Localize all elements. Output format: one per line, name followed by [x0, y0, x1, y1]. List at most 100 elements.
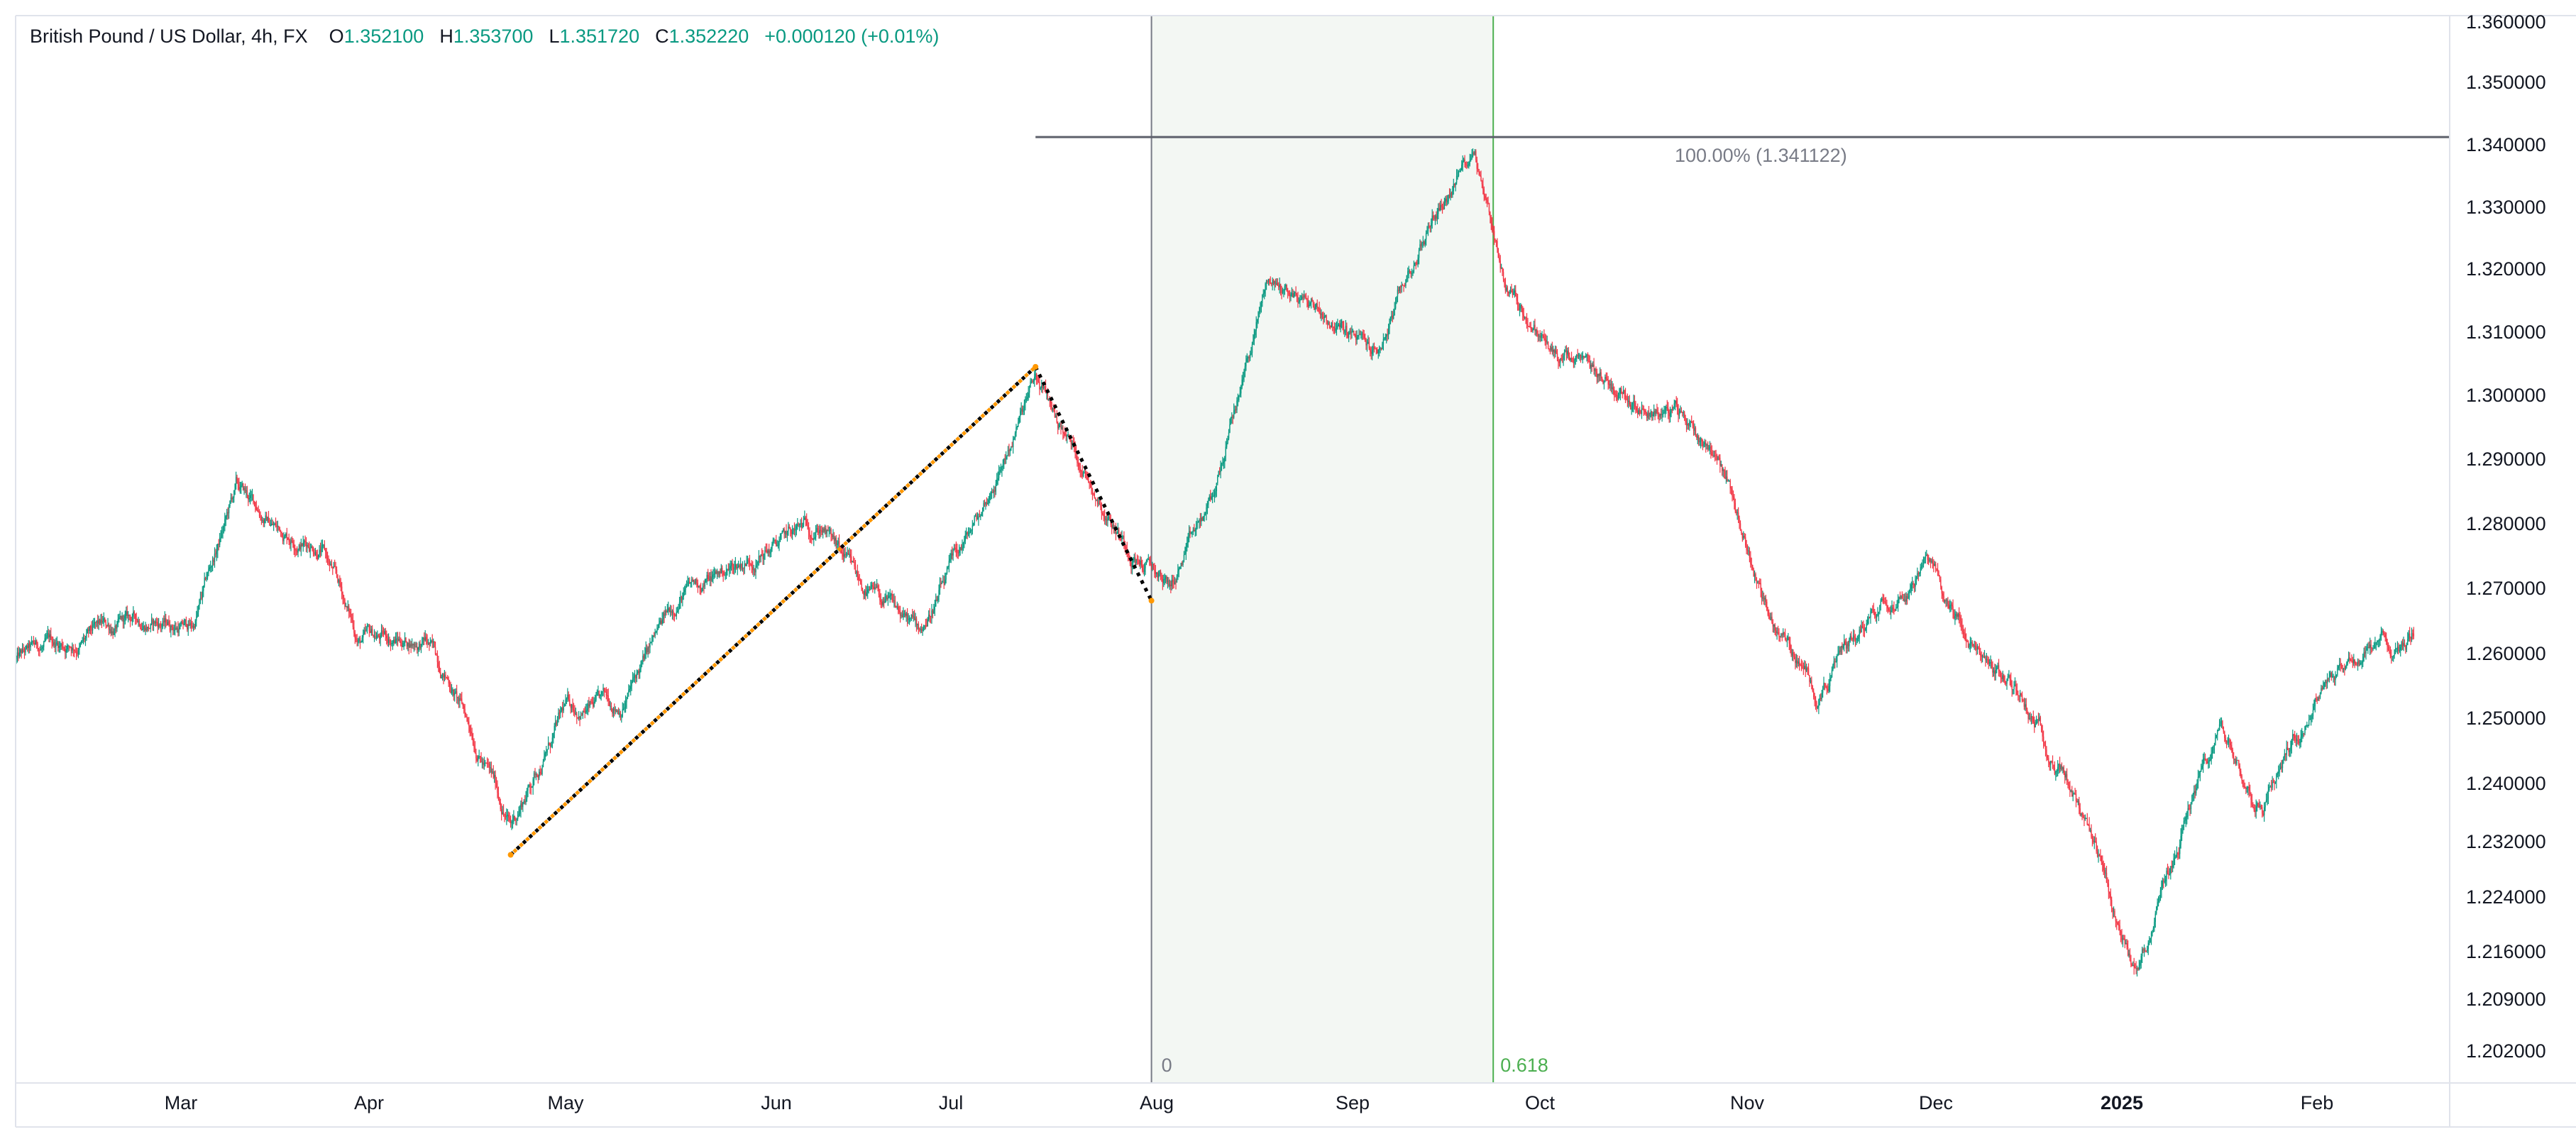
candle-body: [1949, 605, 1951, 609]
candle-body: [1023, 403, 1025, 409]
candle-body: [1079, 466, 1081, 471]
candle-body: [1543, 335, 1545, 339]
candle-body: [901, 615, 903, 618]
candle-body: [2384, 634, 2386, 637]
candle-body: [1103, 514, 1104, 517]
candle-body: [615, 710, 617, 712]
candle-body: [2264, 802, 2266, 808]
candle-body: [1058, 424, 1059, 429]
candle-body: [537, 775, 539, 778]
candle-body: [1307, 301, 1309, 307]
candle-body: [2118, 924, 2120, 926]
candle-body: [905, 613, 906, 616]
candle-body: [1013, 437, 1015, 439]
candle-body: [952, 549, 954, 556]
candle-body: [1386, 334, 1387, 337]
candle-body: [2276, 774, 2277, 782]
candle-body: [1251, 344, 1253, 353]
candle-body: [920, 629, 923, 631]
candle-body: [1749, 550, 1751, 558]
candle-body: [55, 643, 57, 647]
candle-body: [1447, 201, 1448, 202]
candle-body: [931, 610, 932, 617]
low-value: 1.351720: [559, 26, 640, 47]
candle-body: [361, 637, 363, 642]
candle-body: [1343, 327, 1345, 333]
candle-body: [268, 517, 270, 523]
candle-body: [1375, 348, 1377, 350]
candle-body: [1805, 668, 1807, 671]
candle-body: [825, 528, 827, 534]
candle-body: [1849, 635, 1851, 640]
candle-body: [2055, 771, 2057, 774]
candle-body: [331, 563, 333, 568]
candle-body: [1529, 326, 1531, 328]
candle-body: [2057, 766, 2059, 771]
candle-body: [1846, 643, 1848, 649]
candle-body: [112, 631, 114, 635]
candle-body: [2147, 942, 2149, 950]
candle-body: [814, 537, 815, 539]
candle-body: [823, 528, 825, 532]
candle-body: [38, 649, 40, 651]
candle-body: [74, 649, 75, 651]
candle-body: [715, 571, 717, 574]
candle-body: [2363, 651, 2365, 657]
pattern-point-2[interactable]: [1033, 363, 1039, 370]
candle-body: [31, 641, 33, 644]
candle-body: [1112, 524, 1113, 529]
candle-body: [1991, 662, 1993, 667]
candle-body: [1218, 471, 1219, 477]
candle-body: [2325, 681, 2327, 684]
candle-body: [1656, 409, 1658, 413]
candle-body: [2277, 773, 2278, 775]
candle-body: [1323, 316, 1325, 319]
candle-body: [527, 786, 529, 791]
candle-body: [1906, 595, 1908, 599]
candle-body: [1177, 571, 1179, 577]
candle-body: [1790, 649, 1792, 656]
candle-body: [443, 673, 444, 678]
candle-body: [2005, 683, 2007, 684]
pattern-leg-1[interactable]: [509, 365, 1037, 857]
candle-body: [570, 705, 571, 708]
candle-body: [998, 471, 1000, 478]
candle-body: [422, 637, 424, 639]
candle-body: [2347, 661, 2348, 664]
candle-body: [2230, 742, 2232, 745]
candle-body: [2228, 739, 2230, 742]
candle-body: [473, 744, 475, 747]
candle-body: [510, 820, 512, 823]
candle-body: [2088, 825, 2090, 830]
candle-body: [2326, 679, 2328, 684]
pattern-point-3[interactable]: [1148, 598, 1155, 604]
candle-body: [2233, 756, 2235, 760]
candle-body: [244, 488, 246, 492]
candle-body: [1082, 473, 1084, 477]
candle-body: [1330, 325, 1331, 328]
candle-body: [1196, 522, 1198, 529]
candle-body: [926, 625, 928, 627]
candle-body: [2210, 759, 2211, 761]
pattern-leg-2[interactable]: [1033, 365, 1153, 602]
candle-body: [571, 704, 573, 708]
candle-body: [1663, 412, 1665, 414]
candle-body: [506, 815, 507, 818]
candle-body: [1536, 329, 1538, 334]
candle-body: [1502, 272, 1504, 280]
candle-body: [1988, 659, 1989, 664]
candle-body: [476, 758, 478, 761]
candle-body: [258, 512, 260, 517]
pattern-point-1[interactable]: [507, 852, 514, 858]
candle-body: [1209, 496, 1210, 500]
candle-body: [583, 710, 585, 712]
candle-body: [1216, 483, 1218, 492]
candle-body: [1727, 480, 1729, 482]
candle-body: [354, 632, 356, 639]
candle-body: [1372, 346, 1374, 351]
candle-body: [1295, 292, 1297, 296]
candle-body: [1586, 354, 1587, 356]
candle-body: [2372, 648, 2374, 649]
candle-body: [657, 627, 659, 629]
